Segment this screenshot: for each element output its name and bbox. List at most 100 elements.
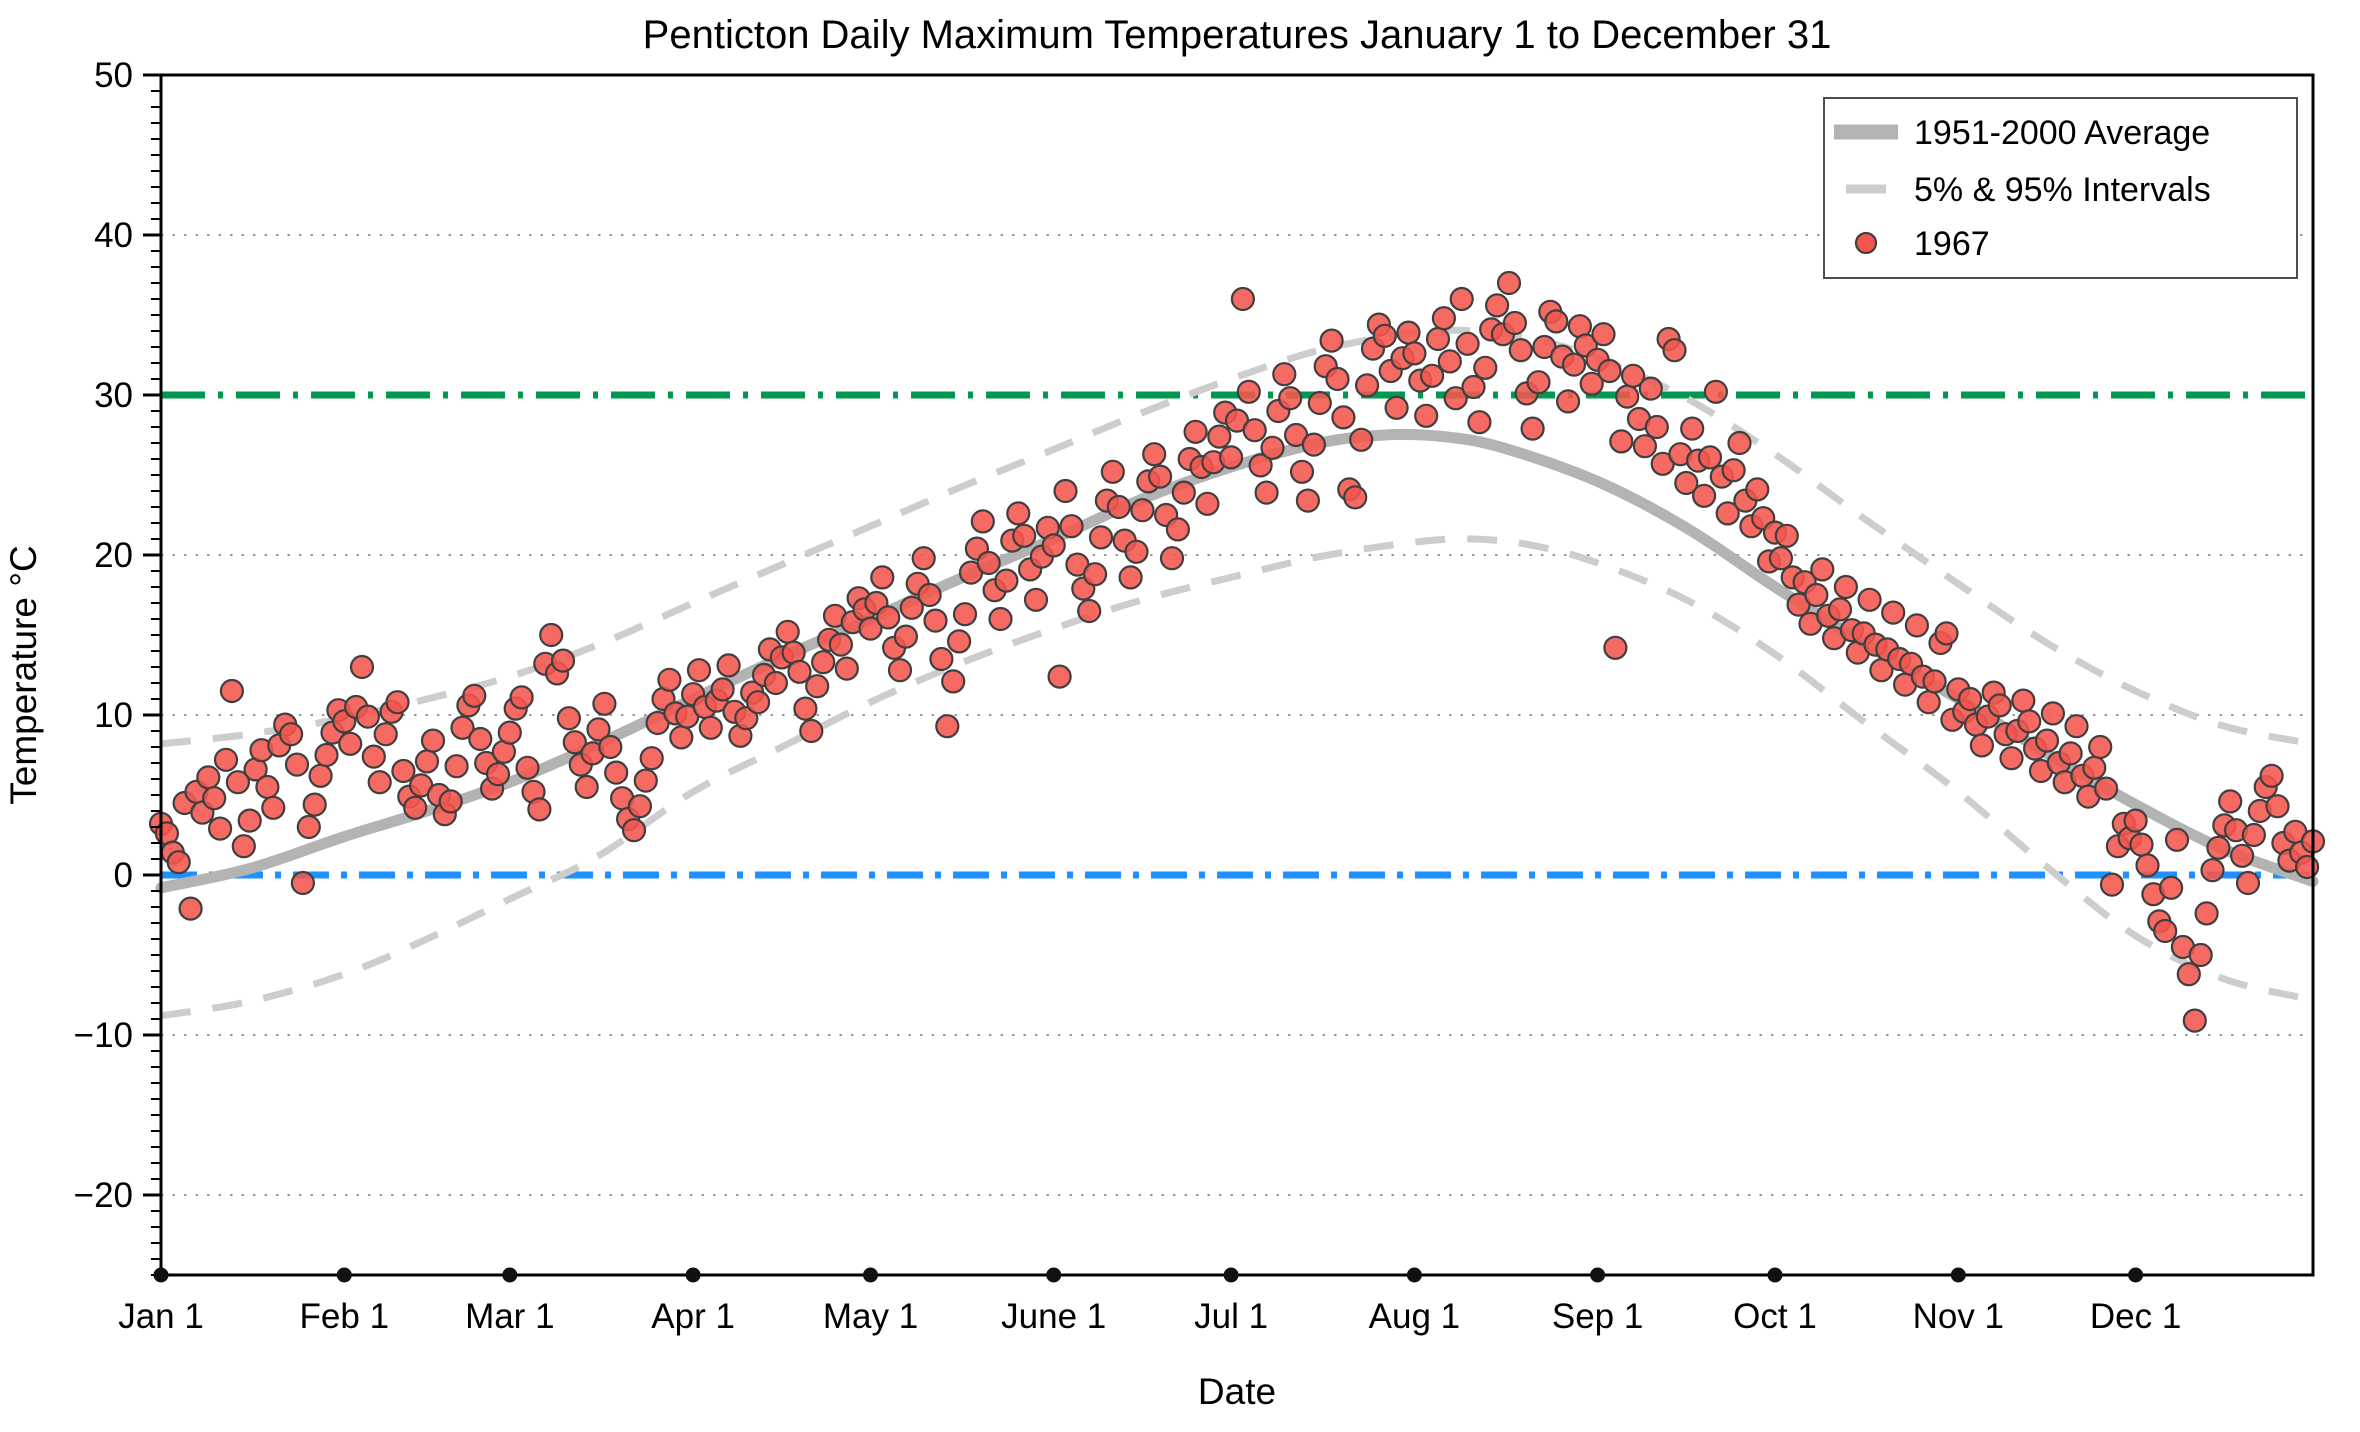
scatter-point-1967 <box>2058 741 2083 766</box>
scatter-point-1967 <box>2265 794 2290 819</box>
scatter-point-1967 <box>970 509 995 534</box>
scatter-point-1967 <box>1165 517 1191 542</box>
scatter-point-1967 <box>1396 320 1421 345</box>
scatter-point-1967 <box>2088 734 2113 760</box>
legend-box <box>1823 97 2298 279</box>
scatter-point-1967 <box>1254 480 1279 505</box>
scatter-point-1967 <box>2259 763 2284 788</box>
scatter-point-1967 <box>2082 755 2107 780</box>
scatter-point-1967 <box>1638 376 1663 401</box>
scatter-point-1967 <box>1082 562 1108 587</box>
scatter-point-1967 <box>2176 962 2201 987</box>
scatter-point-1967 <box>2099 872 2125 897</box>
scatter-point-1967 <box>420 728 446 753</box>
legend-label-1967: 1967 <box>1914 225 1990 263</box>
scatter-point-1967 <box>1922 669 1947 694</box>
scatter-point-1967 <box>349 654 375 680</box>
scatter-point-1967 <box>1443 386 1468 411</box>
scatter-point-1967 <box>1006 501 1031 526</box>
scatter-point-1967 <box>1597 358 1622 384</box>
scatter-point-1967 <box>1414 403 1439 428</box>
scatter-point-1967 <box>929 646 954 672</box>
scatter-point-1967 <box>1721 458 1746 483</box>
x-tick-label: Nov 1 <box>1913 1297 2004 1336</box>
scatter-point-1967 <box>2159 875 2184 900</box>
legend-label-average: 1951-2000 Average <box>1914 114 2210 152</box>
y-tick-label: 0 <box>114 856 133 895</box>
month-tick-dot <box>863 1267 878 1283</box>
scatter-point-1967 <box>1703 379 1729 404</box>
scatter-point-1967 <box>952 602 978 627</box>
scatter-point-1967 <box>237 808 262 833</box>
scatter-point-1967 <box>592 691 617 716</box>
scatter-point-1967 <box>178 896 203 921</box>
scatter-point-1967 <box>1745 477 1770 502</box>
scatter-point-1967 <box>1561 352 1587 377</box>
scatter-point-1967 <box>166 850 191 875</box>
month-tick-dot <box>1590 1267 1606 1283</box>
scatter-point-1967 <box>1620 363 1646 388</box>
scatter-point-1967 <box>562 730 587 755</box>
scatter-point-1967 <box>1301 432 1327 457</box>
legend-label-intervals: 5% & 95% Intervals <box>1914 171 2211 209</box>
scatter-point-1967 <box>296 814 321 840</box>
scatter-point-1967 <box>876 605 901 630</box>
scatter-point-1967 <box>219 678 244 704</box>
scatter-point-1967 <box>639 746 664 771</box>
scatter-point-1967 <box>799 718 824 744</box>
scatter-point-1967 <box>367 770 392 795</box>
scatter-point-1967 <box>775 619 800 644</box>
scatter-point-1967 <box>1697 445 1723 470</box>
scatter-point-1967 <box>1230 286 1256 312</box>
scatter-point-1967 <box>657 667 682 692</box>
scatter-point-1967 <box>1987 693 2012 718</box>
scatter-point-1967 <box>834 656 859 681</box>
y-tick-label: −20 <box>74 1176 133 1215</box>
scatter-point-1967 <box>231 834 256 859</box>
scatter-point-1967 <box>858 616 883 641</box>
scatter-point-1967 <box>2135 853 2160 878</box>
scatter-point-1967 <box>1147 464 1173 489</box>
scatter-point-1967 <box>763 670 789 696</box>
x-tick-label: June 1 <box>1001 1297 1106 1336</box>
scatter-point-1967 <box>2188 942 2213 968</box>
scatter-point-1967 <box>1023 587 1049 612</box>
scatter-point-1967 <box>1857 587 1882 612</box>
scatter-point-1967 <box>1934 621 1959 646</box>
scatter-point-1967 <box>2230 843 2255 868</box>
scatter-point-1967 <box>870 565 895 590</box>
x-axis-title: Date <box>1198 1371 1276 1412</box>
scatter-point-1967 <box>911 546 936 571</box>
scatter-point-1967 <box>1508 338 1533 363</box>
scatter-point-1967 <box>1774 523 1799 548</box>
scatter-point-1967 <box>208 816 233 841</box>
chart-plot-area: −20 −10 0 10 20 30 40 50 Jan 1 Feb 1 Mar 1 Apr 1 May… <box>74 56 2326 1336</box>
scatter-point-1967 <box>686 658 712 683</box>
scatter-point-1967 <box>1425 326 1451 352</box>
month-tick-dot <box>1767 1267 1783 1283</box>
scatter-point-1967 <box>1295 488 1321 513</box>
scatter-point-1967 <box>255 774 280 800</box>
scatter-point-1967 <box>261 795 286 820</box>
scatter-point-1967 <box>1609 429 1634 454</box>
scatter-point-1967 <box>414 749 440 774</box>
scatter-point-1967 <box>574 774 599 800</box>
scatter-point-1967 <box>1171 480 1196 505</box>
scatter-point-1967 <box>213 747 239 772</box>
scatter-point-1967 <box>710 677 735 702</box>
scatter-point-1967 <box>1603 635 1628 660</box>
scatter-point-1967 <box>355 704 380 729</box>
scatter-point-1967 <box>1691 483 1717 508</box>
scatter-point-1967 <box>1331 405 1356 430</box>
scatter-point-1967 <box>745 690 771 715</box>
scatter-point-1967 <box>338 731 363 756</box>
scatter-point-1967 <box>497 720 522 745</box>
scatter-point-1967 <box>787 659 812 684</box>
scatter-point-1967 <box>2153 918 2178 944</box>
month-tick-dot <box>1046 1267 1062 1283</box>
y-tick-label: 10 <box>94 696 133 735</box>
scatter-point-1967 <box>1520 416 1545 441</box>
scatter-point-1967 <box>444 754 469 779</box>
scatter-point-1967 <box>604 760 629 785</box>
month-tick-dot <box>1223 1267 1239 1283</box>
